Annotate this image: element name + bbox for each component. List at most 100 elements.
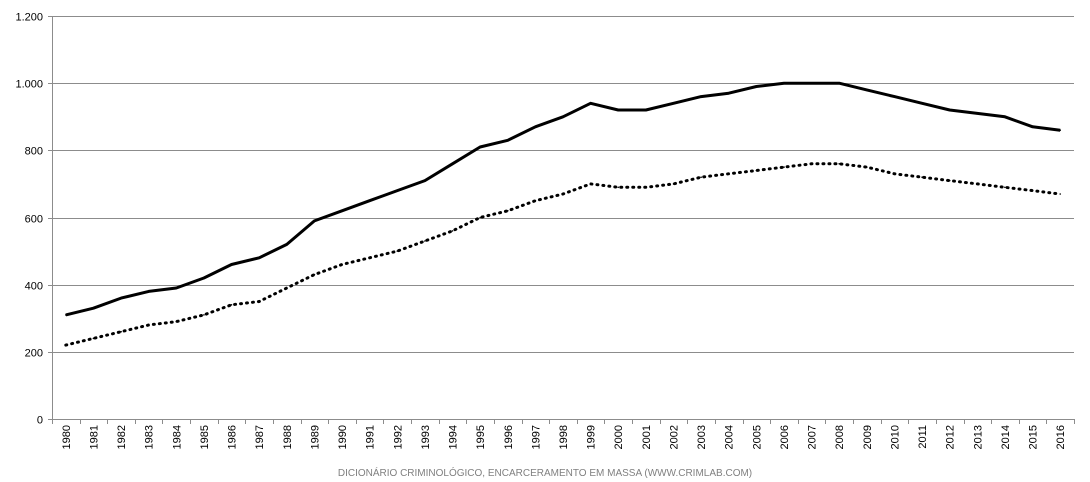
series-2-point bbox=[893, 173, 896, 175]
x-tick-label: 2002 bbox=[668, 425, 680, 449]
series-1-point bbox=[976, 112, 979, 115]
series-2-point bbox=[1059, 193, 1061, 195]
series-2-point bbox=[700, 176, 702, 178]
x-tick-label: 1984 bbox=[171, 425, 183, 449]
x-tick-label: 2014 bbox=[1000, 425, 1012, 449]
y-tick-label: 400 bbox=[25, 281, 43, 293]
x-tick-label: 2006 bbox=[779, 425, 791, 449]
x-tick-label: 2011 bbox=[917, 425, 929, 449]
series-1-point bbox=[727, 92, 730, 94]
x-tick-label: 2010 bbox=[889, 425, 901, 449]
x-tick-label: 2003 bbox=[696, 425, 708, 449]
plot-area bbox=[52, 16, 1074, 419]
x-tick-label: 1983 bbox=[144, 425, 156, 449]
series-1-point bbox=[589, 102, 592, 105]
series-2-point bbox=[258, 300, 261, 303]
series-2-point bbox=[451, 230, 454, 232]
series-1-point bbox=[1059, 129, 1061, 131]
x-tick-label: 1986 bbox=[227, 425, 239, 449]
x-tick-label: 1988 bbox=[282, 425, 294, 449]
series-2-point bbox=[645, 186, 647, 189]
series-1-point bbox=[230, 263, 233, 266]
series-1-point bbox=[700, 95, 702, 98]
series-1-point bbox=[755, 85, 758, 88]
x-tick-label: 2008 bbox=[834, 425, 846, 449]
y-tick-label: 200 bbox=[25, 348, 43, 360]
series-1-point bbox=[948, 109, 951, 111]
series-1-point bbox=[175, 287, 178, 289]
x-tick-label: 1994 bbox=[448, 425, 460, 449]
series-1-point bbox=[1004, 116, 1006, 118]
x-tick-label: 2000 bbox=[613, 425, 625, 449]
x-tick-label: 2015 bbox=[1028, 425, 1040, 449]
series-1-point bbox=[534, 126, 537, 128]
series-2-point bbox=[230, 304, 233, 306]
chart-footer-source: DICIONÁRIO CRIMINOLÓGICO, ENCARCERAMENTO… bbox=[338, 466, 752, 479]
series-2-point bbox=[424, 240, 426, 242]
series-2-point bbox=[976, 183, 979, 185]
x-tick-label: 2004 bbox=[724, 425, 736, 449]
series-2-point bbox=[672, 183, 675, 185]
series-1-point bbox=[866, 89, 868, 91]
series-2-point bbox=[507, 210, 509, 212]
x-tick-label: 1999 bbox=[586, 425, 598, 449]
series-2-point bbox=[589, 183, 592, 185]
series-2-point bbox=[92, 337, 95, 340]
x-tick-label: 1993 bbox=[420, 425, 432, 449]
series-1-point bbox=[396, 189, 399, 192]
series-1-point bbox=[810, 82, 813, 84]
x-tick-label: 1998 bbox=[558, 425, 570, 449]
x-tick-label: 1997 bbox=[530, 425, 542, 449]
series-1-point bbox=[65, 314, 67, 316]
series-2-point bbox=[727, 173, 730, 175]
x-tick-label: 1996 bbox=[503, 425, 515, 449]
series-1-point bbox=[258, 257, 261, 259]
series-1-point bbox=[92, 307, 95, 310]
series-1-point bbox=[203, 277, 205, 279]
series-2-point bbox=[1004, 186, 1006, 189]
x-tick-label: 2009 bbox=[862, 425, 874, 449]
series-1-point bbox=[783, 82, 785, 84]
series-2-point bbox=[175, 320, 178, 323]
series-2-point bbox=[838, 163, 840, 165]
series-2-point bbox=[396, 250, 399, 252]
x-tick-label: 2012 bbox=[945, 425, 957, 449]
x-tick-label: 1987 bbox=[254, 425, 266, 449]
x-tick-label: 1982 bbox=[116, 425, 128, 449]
series-1-point bbox=[147, 290, 150, 293]
series-1-point bbox=[1031, 126, 1034, 128]
x-tick-label: 2013 bbox=[972, 425, 984, 449]
series-2-point bbox=[755, 169, 758, 172]
x-tick-label: 2007 bbox=[807, 425, 819, 449]
series-1-point bbox=[617, 109, 619, 111]
x-tick-label: 1990 bbox=[337, 425, 349, 449]
y-tick-label: 1.200 bbox=[15, 12, 43, 24]
x-tick-label: 2016 bbox=[1055, 425, 1067, 449]
series-1-point bbox=[368, 199, 371, 202]
series-1-point bbox=[507, 139, 509, 142]
series-1-point bbox=[645, 109, 647, 111]
series-1-point bbox=[451, 163, 454, 165]
y-tick-label: 800 bbox=[25, 146, 43, 158]
series-2-point bbox=[562, 193, 564, 195]
series-2-point bbox=[866, 166, 868, 168]
series-1-point bbox=[286, 243, 288, 246]
series-2-point bbox=[783, 166, 785, 168]
x-tick-label: 1985 bbox=[199, 425, 211, 449]
series-2-point bbox=[147, 324, 150, 326]
x-tick-label: 2005 bbox=[751, 425, 763, 449]
series-2-point bbox=[479, 216, 481, 219]
grid-lines bbox=[52, 16, 1074, 353]
series-2-point bbox=[203, 314, 205, 316]
x-tick-label: 1992 bbox=[392, 425, 404, 449]
series-1-point bbox=[921, 102, 923, 105]
series-1-point bbox=[424, 179, 426, 182]
series-2-point bbox=[534, 199, 537, 202]
series-1-point bbox=[562, 116, 564, 118]
series-2-point bbox=[341, 263, 343, 266]
series-2-point bbox=[810, 163, 813, 165]
series-1-point bbox=[341, 210, 343, 212]
y-tick-label: 1.000 bbox=[15, 79, 43, 91]
x-tick-label: 1991 bbox=[365, 425, 377, 449]
